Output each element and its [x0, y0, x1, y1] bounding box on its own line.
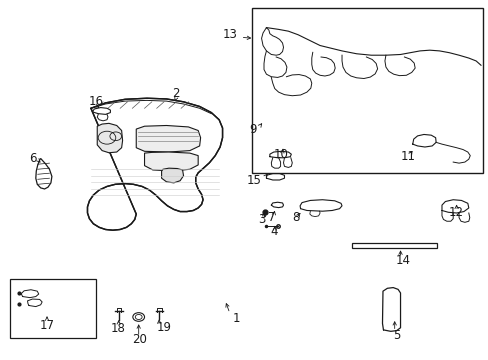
Text: 16: 16 — [88, 95, 103, 108]
Text: 19: 19 — [156, 320, 171, 333]
Polygon shape — [161, 168, 183, 183]
Text: 13: 13 — [222, 28, 237, 41]
Polygon shape — [36, 158, 52, 189]
Polygon shape — [144, 152, 198, 171]
Polygon shape — [97, 123, 122, 153]
Text: 8: 8 — [291, 211, 299, 224]
Text: 9: 9 — [249, 123, 256, 136]
Text: 4: 4 — [269, 225, 277, 238]
Text: 3: 3 — [257, 213, 264, 226]
Text: 17: 17 — [40, 319, 54, 332]
Text: 2: 2 — [172, 87, 180, 100]
Text: 11: 11 — [400, 150, 414, 163]
Polygon shape — [87, 98, 222, 230]
Text: 5: 5 — [392, 329, 400, 342]
Text: 20: 20 — [132, 333, 147, 346]
Text: 1: 1 — [232, 311, 239, 325]
Text: 6: 6 — [29, 152, 37, 165]
Text: 18: 18 — [110, 322, 125, 335]
Text: 12: 12 — [448, 206, 463, 219]
Polygon shape — [136, 126, 200, 152]
Text: 14: 14 — [395, 254, 409, 267]
Bar — [10, 279, 96, 338]
Text: 7: 7 — [267, 211, 275, 224]
Text: 15: 15 — [246, 174, 261, 186]
Bar — [251, 8, 483, 173]
Text: 10: 10 — [273, 148, 288, 161]
